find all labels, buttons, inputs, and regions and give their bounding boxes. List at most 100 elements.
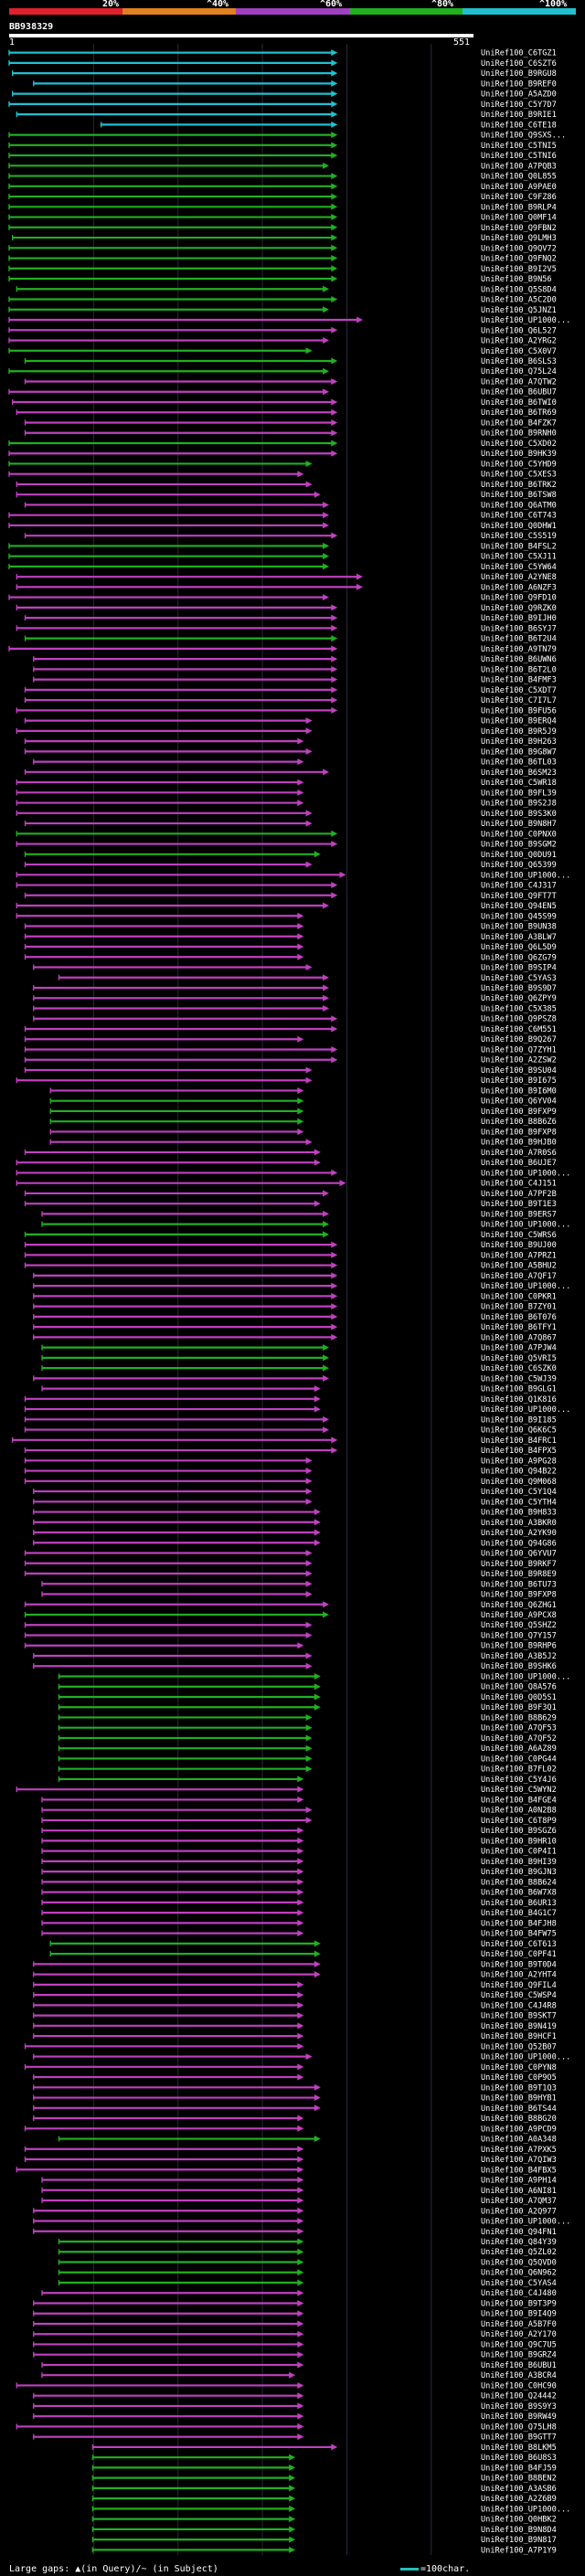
hit-label[interactable]: UniRef100_A2ZSW2 (481, 1056, 557, 1065)
hit-label[interactable]: UniRef100_B9HR10 (481, 1837, 557, 1846)
hit-label[interactable]: UniRef100_A2Y170 (481, 2330, 557, 2339)
hit-label[interactable]: UniRef100_C5YW64 (481, 563, 557, 572)
hit-row[interactable]: UniRef100_Q9FBN2 (8, 224, 557, 233)
hit-row[interactable]: UniRef100_C7I7L7 (24, 696, 557, 705)
hit-row[interactable]: UniRef100_A3ASB6 (91, 2485, 557, 2494)
hit-label[interactable]: UniRef100_A9PG28 (481, 1457, 557, 1466)
hit-label[interactable]: UniRef100_C4J4R8 (481, 2001, 557, 2010)
hit-row[interactable]: UniRef100_A3BKR0 (33, 1519, 557, 1528)
hit-row[interactable]: UniRef100_Q6N962 (58, 2269, 557, 2278)
hit-row[interactable]: UniRef100_A2Z6B9 (91, 2495, 557, 2504)
hit-label[interactable]: UniRef100_C5XD02 (481, 440, 557, 449)
hit-row[interactable]: UniRef100_B9G8W7 (24, 747, 557, 757)
hit-row[interactable]: UniRef100_B9Q267 (24, 1035, 557, 1044)
hit-label[interactable]: UniRef100_A3B5J2 (481, 1652, 557, 1661)
hit-row[interactable]: UniRef100_B9SGZ6 (41, 1827, 557, 1836)
hit-label[interactable]: UniRef100_C5YTH4 (481, 1498, 557, 1507)
hit-row[interactable]: UniRef100_B4FJ59 (91, 2464, 557, 2473)
hit-row[interactable]: UniRef100_Q94EN5 (16, 902, 557, 911)
hit-row[interactable]: UniRef100_Q84Y39 (58, 2238, 557, 2247)
hit-label[interactable]: UniRef100_A6AZ89 (481, 1744, 557, 1754)
hit-label[interactable]: UniRef100_Q5VRI5 (481, 1354, 557, 1363)
hit-row[interactable]: UniRef100_UP1000... (8, 316, 570, 325)
hit-label[interactable]: UniRef100_B9UJ00 (481, 1241, 557, 1250)
hit-label[interactable]: UniRef100_B9I4Q9 (481, 2310, 557, 2319)
hit-label[interactable]: UniRef100_C6T743 (481, 512, 557, 521)
hit-label[interactable]: UniRef100_Q8A576 (481, 1683, 557, 1692)
hit-row[interactable]: UniRef100_A7QF17 (33, 1272, 557, 1281)
hit-row[interactable]: UniRef100_B9HJB0 (49, 1139, 557, 1148)
hit-row[interactable]: UniRef100_B6T2U4 (24, 635, 557, 644)
hit-label[interactable]: UniRef100_Q6ATM0 (481, 501, 557, 510)
hit-row[interactable]: UniRef100_B9HR10 (41, 1837, 557, 1846)
hit-row[interactable]: UniRef100_Q0DHW1 (8, 522, 557, 531)
hit-label[interactable]: UniRef100_UP1000... (481, 1405, 570, 1415)
hit-label[interactable]: UniRef100_B9T1Q3 (481, 2083, 557, 2093)
hit-label[interactable]: UniRef100_B6TS44 (481, 2104, 557, 2114)
hit-row[interactable]: UniRef100_A7PF2B (24, 1190, 557, 1199)
hit-label[interactable]: UniRef100_C5WSP4 (481, 1991, 557, 2000)
hit-row[interactable]: UniRef100_B9N817 (91, 2536, 557, 2545)
hit-label[interactable]: UniRef100_B9ERQ4 (481, 717, 557, 726)
hit-label[interactable]: UniRef100_B9RW49 (481, 2412, 557, 2422)
hit-label[interactable]: UniRef100_A2YNE8 (481, 573, 557, 582)
hit-row[interactable]: UniRef100_A2ZSW2 (24, 1056, 557, 1065)
hit-label[interactable]: UniRef100_B9I6M0 (481, 1087, 557, 1096)
hit-label[interactable]: UniRef100_B9SU04 (481, 1066, 557, 1076)
hit-row[interactable]: UniRef100_B9HCF1 (33, 2032, 557, 2041)
hit-label[interactable]: UniRef100_A3BCR4 (481, 2371, 557, 2380)
hit-row[interactable]: UniRef100_C4J480 (41, 2289, 557, 2298)
hit-label[interactable]: UniRef100_B9FXP9 (481, 1108, 557, 1117)
hit-label[interactable]: UniRef100_B6TR69 (481, 408, 557, 418)
hit-row[interactable]: UniRef100_B9S9Y3 (33, 2402, 557, 2412)
hit-label[interactable]: UniRef100_B9GLG1 (481, 1385, 557, 1394)
hit-row[interactable]: UniRef100_B9GJN3 (41, 1868, 557, 1877)
hit-row[interactable]: UniRef100_B7ZY01 (33, 1303, 557, 1312)
hit-row[interactable]: UniRef100_B9SIP4 (33, 964, 557, 973)
hit-row[interactable]: UniRef100_UP1000... (33, 2053, 571, 2062)
hit-row[interactable]: UniRef100_B8LKM5 (91, 2443, 557, 2453)
hit-row[interactable]: UniRef100_B6W7X8 (41, 1889, 557, 1898)
hit-label[interactable]: UniRef100_B9RHP6 (481, 1642, 557, 1651)
hit-label[interactable]: UniRef100_UP1000... (481, 2218, 570, 2227)
hit-label[interactable]: UniRef100_C5TNI5 (481, 142, 557, 151)
hit-label[interactable]: UniRef100_B9RKF7 (481, 1560, 557, 1569)
hit-label[interactable]: UniRef100_Q0DU91 (481, 851, 557, 860)
hit-row[interactable]: UniRef100_C5Y1Q4 (33, 1488, 557, 1497)
hit-label[interactable]: UniRef100_A9PH14 (481, 2177, 557, 2186)
hit-label[interactable]: UniRef100_B9ERS7 (481, 1210, 557, 1219)
hit-label[interactable]: UniRef100_B9N419 (481, 2022, 557, 2031)
hit-row[interactable]: UniRef100_Q1K816 (24, 1395, 557, 1405)
hit-row[interactable]: UniRef100_Q5SHZ2 (24, 1621, 557, 1630)
hit-row[interactable]: UniRef100_B9FXP8 (49, 1128, 557, 1137)
hit-row[interactable]: UniRef100_B6U8S3 (91, 2454, 557, 2463)
hit-row[interactable]: UniRef100_C5WSP4 (33, 1991, 557, 2000)
hit-label[interactable]: UniRef100_C5YAS4 (481, 2279, 557, 2288)
hit-row[interactable]: UniRef100_A7QTW2 (24, 377, 557, 387)
hit-row[interactable]: UniRef100_B6TL03 (33, 758, 557, 768)
hit-label[interactable]: UniRef100_Q5S8D4 (481, 285, 557, 294)
hit-row[interactable]: UniRef100_C5WRS6 (24, 1231, 557, 1240)
hit-label[interactable]: UniRef100_A0N2B8 (481, 1807, 557, 1816)
hit-label[interactable]: UniRef100_Q52B07 (481, 2042, 557, 2051)
hit-label[interactable]: UniRef100_C4J480 (481, 2289, 557, 2298)
hit-row[interactable]: UniRef100_A2YHT4 (33, 1971, 557, 1980)
hit-row[interactable]: UniRef100_B9H263 (24, 737, 557, 747)
hit-label[interactable]: UniRef100_Q6N962 (481, 2269, 557, 2278)
hit-row[interactable]: UniRef100_A7PQB3 (8, 162, 557, 171)
hit-row[interactable]: UniRef100_Q0DU91 (24, 851, 557, 860)
hit-label[interactable]: UniRef100_B9G8W7 (481, 747, 557, 757)
hit-label[interactable]: UniRef100_Q45S99 (481, 912, 557, 921)
hit-row[interactable]: UniRef100_Q7ZYH1 (24, 1045, 557, 1055)
hit-row[interactable]: UniRef100_Q9C7U5 (33, 2340, 557, 2349)
hit-label[interactable]: UniRef100_B9Q267 (481, 1035, 557, 1044)
hit-label[interactable]: UniRef100_B6TSW8 (481, 491, 557, 500)
hit-row[interactable]: UniRef100_B6TRK2 (16, 481, 557, 490)
hit-label[interactable]: UniRef100_C5XES3 (481, 471, 557, 480)
hit-label[interactable]: UniRef100_Q9FD10 (481, 594, 557, 603)
hit-row[interactable]: UniRef100_Q5JNZ1 (8, 306, 557, 315)
hit-row[interactable]: UniRef100_B9I4Q9 (33, 2310, 557, 2319)
hit-row[interactable]: UniRef100_B9S3K0 (16, 810, 557, 819)
hit-label[interactable]: UniRef100_Q1K816 (481, 1395, 557, 1405)
hit-row[interactable]: UniRef100_A6AZ89 (58, 1744, 557, 1754)
